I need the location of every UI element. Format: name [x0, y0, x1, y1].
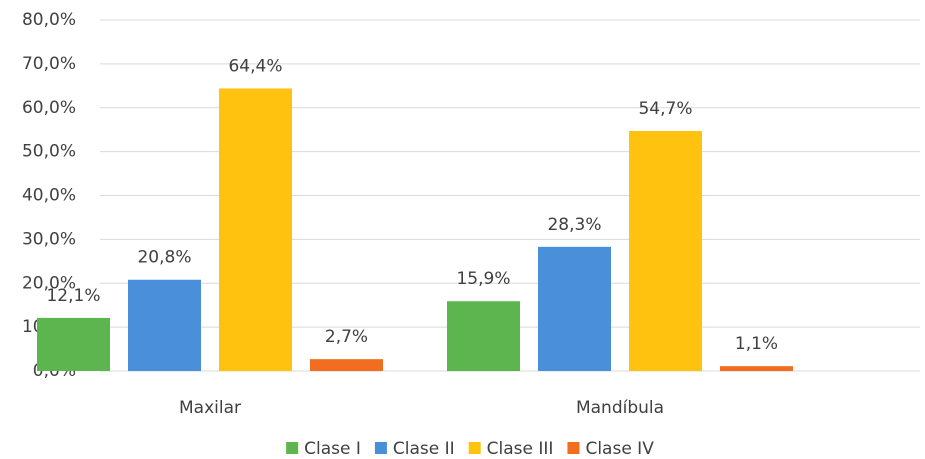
legend-label: Clase III [487, 439, 554, 459]
legend-swatch [468, 442, 481, 454]
bar [37, 317, 110, 371]
data-label: 15,9% [456, 269, 510, 289]
x-tick-label: Mandíbula [576, 398, 664, 418]
x-tick-label: Maxilar [179, 398, 241, 418]
bar [310, 359, 383, 371]
data-label: 20,8% [137, 248, 191, 268]
legend-swatch [374, 442, 387, 454]
y-tick-label: 70,0% [22, 54, 76, 74]
legend-label: Clase IV [585, 439, 654, 459]
bar [447, 301, 520, 371]
bar [219, 88, 292, 371]
data-label: 2,7% [325, 327, 368, 347]
y-tick-label: 30,0% [22, 229, 76, 249]
y-tick-label: 20,0% [22, 273, 76, 293]
data-label: 12,1% [46, 286, 100, 306]
y-tick-label: 50,0% [22, 142, 76, 162]
legend-swatch [567, 442, 580, 454]
data-label: 28,3% [547, 215, 601, 235]
bar [128, 279, 201, 371]
legend-label: Clase I [304, 439, 361, 459]
bar [629, 131, 702, 371]
y-tick-label: 60,0% [22, 98, 76, 118]
legend-label: Clase II [393, 439, 455, 459]
bar [720, 366, 793, 371]
y-tick-label: 80,0% [22, 10, 76, 30]
bar [538, 246, 611, 371]
data-label: 1,1% [735, 334, 778, 354]
legend-swatch [286, 442, 299, 454]
data-label: 54,7% [638, 99, 692, 119]
y-tick-label: 40,0% [22, 186, 76, 206]
data-label: 64,4% [228, 56, 282, 76]
